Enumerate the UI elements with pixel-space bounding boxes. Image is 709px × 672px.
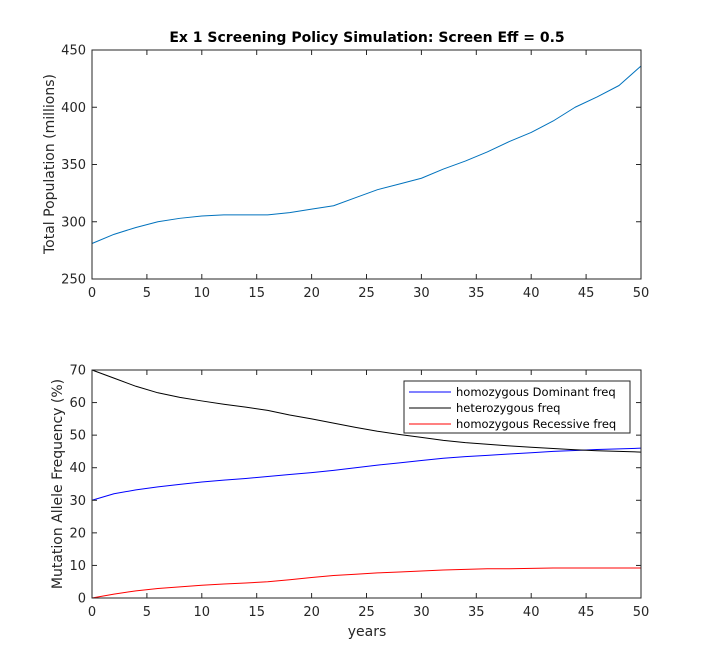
population-x-tick-label: 0 xyxy=(88,286,96,301)
legend-label-2: homozygous Recessive freq xyxy=(456,417,616,431)
frequency-legend: homozygous Dominant freq heterozygous fre… xyxy=(403,380,631,434)
frequency-y-axis-label: Mutation Allele Frequency (%) xyxy=(50,379,66,589)
population-x-tick-label: 50 xyxy=(633,286,650,301)
frequency-y-tick-label: 50 xyxy=(69,429,86,444)
population-x-tick-label: 25 xyxy=(358,286,375,301)
frequency-y-tick-label: 10 xyxy=(69,559,86,574)
allele-frequency-chart: 0 5 10 15 20 25 30 35 40 45 50 0 10 20 30 40 50 60 70 year… xyxy=(50,364,649,641)
frequency-y-tick-label: 60 xyxy=(69,396,86,411)
frequency-x-tick-label: 10 xyxy=(194,605,211,620)
population-y-tick-label: 450 xyxy=(61,44,86,59)
population-y-tick-label: 400 xyxy=(61,101,86,116)
frequency-y-tick-label: 30 xyxy=(69,494,86,509)
population-chart-title: Ex 1 Screening Policy Simulation: Screen… xyxy=(169,30,564,46)
legend-label-0: homozygous Dominant freq xyxy=(456,385,616,399)
population-axes-background xyxy=(92,50,641,279)
frequency-series-line-0 xyxy=(91,447,642,501)
population-series-line-0 xyxy=(91,65,642,244)
population-x-tick-label: 35 xyxy=(468,286,485,301)
population-ticks: 0 5 10 15 20 25 30 35 40 45 50 250 300 350 400 450 xyxy=(61,44,649,302)
population-x-tick-label: 40 xyxy=(523,286,540,301)
frequency-ticks: 0 5 10 15 20 25 30 35 40 45 50 0 10 20 30 40 50 60 70 xyxy=(69,364,649,621)
population-y-tick-label: 350 xyxy=(61,158,86,173)
legend-label-1: heterozygous freq xyxy=(456,401,560,415)
population-x-tick-label: 20 xyxy=(303,286,320,301)
frequency-x-tick-label: 15 xyxy=(248,605,265,620)
frequency-x-axis-label: years xyxy=(348,624,387,640)
frequency-x-tick-label: 35 xyxy=(468,605,485,620)
frequency-series-line-1 xyxy=(91,369,642,453)
frequency-series-line-2 xyxy=(91,567,641,599)
frequency-x-tick-label: 40 xyxy=(523,605,540,620)
frequency-x-tick-label: 50 xyxy=(633,605,650,620)
population-chart: 0 5 10 15 20 25 30 35 40 45 50 250 300 350 400 450 Ex 1… xyxy=(42,30,649,301)
population-plot-area xyxy=(92,50,641,279)
population-y-axis-label: Total Population (millions) xyxy=(42,74,58,255)
population-x-tick-label: 10 xyxy=(194,286,211,301)
frequency-x-tick-label: 0 xyxy=(88,605,96,620)
population-x-tick-label: 5 xyxy=(143,286,151,301)
population-y-tick-label: 300 xyxy=(61,215,86,230)
frequency-y-tick-label: 40 xyxy=(69,461,86,476)
population-x-tick-label: 15 xyxy=(248,286,265,301)
frequency-x-tick-label: 45 xyxy=(578,605,595,620)
frequency-x-tick-label: 20 xyxy=(303,605,320,620)
frequency-y-tick-label: 0 xyxy=(78,592,86,607)
frequency-axes-frame xyxy=(91,369,642,599)
population-lines xyxy=(91,65,642,244)
frequency-x-tick-label: 30 xyxy=(413,605,430,620)
frequency-lines xyxy=(91,369,642,599)
population-x-tick-label: 30 xyxy=(413,286,430,301)
frequency-y-tick-label: 70 xyxy=(69,364,86,379)
population-y-tick-label: 250 xyxy=(61,273,86,288)
frequency-y-tick-label: 20 xyxy=(69,526,86,541)
frequency-x-tick-label: 25 xyxy=(358,605,375,620)
frequency-x-tick-label: 5 xyxy=(143,605,151,620)
population-axes-frame xyxy=(91,49,642,280)
population-x-tick-label: 45 xyxy=(578,286,595,301)
